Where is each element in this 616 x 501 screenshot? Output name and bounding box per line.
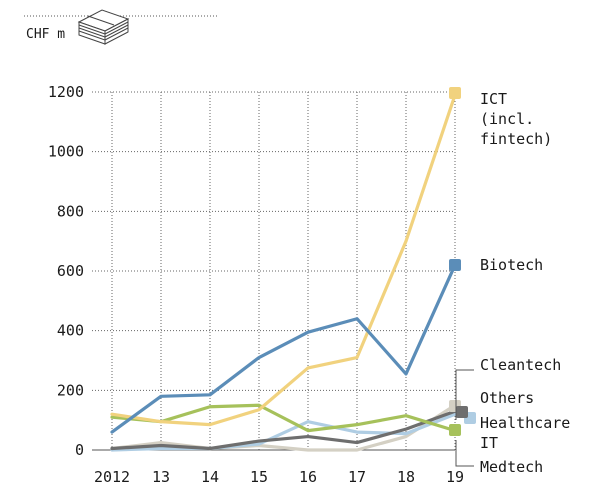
series-label: Others <box>480 389 534 407</box>
stack-of-banknotes-icon <box>77 9 130 45</box>
series-label: Medtech <box>480 458 543 476</box>
series-label-line: (incl. <box>480 110 534 128</box>
series-label: Healthcare IT <box>480 414 570 452</box>
series-label-line: IT <box>480 434 498 452</box>
x-tick-label: 15 <box>250 468 268 486</box>
series-labels: ICT (incl. fintech) Biotech Cleantech Others H… <box>455 90 570 476</box>
x-tick-label: 19 <box>446 468 464 486</box>
series-marker <box>449 259 461 271</box>
x-axis: 2012 13 14 15 16 17 18 19 <box>94 468 464 486</box>
series-label: Cleantech <box>480 356 561 374</box>
x-tick-label: 18 <box>397 468 415 486</box>
y-tick-label: 400 <box>57 322 84 340</box>
leader-line-cleantech <box>455 369 474 420</box>
series-label-line: Others <box>480 389 534 407</box>
x-tick-label: 17 <box>348 468 366 486</box>
y-tick-label: 800 <box>57 202 84 220</box>
y-tick-label: 1000 <box>48 143 84 161</box>
y-tick-label: 0 <box>75 441 84 459</box>
series-label-line: ICT <box>480 90 507 108</box>
series-line <box>110 409 457 451</box>
y-tick-label: 600 <box>57 262 84 280</box>
unit-label: CHF m <box>26 27 65 42</box>
x-tick-label: 2012 <box>94 468 130 486</box>
leader-line-medtech <box>455 440 474 467</box>
series-marker <box>456 406 468 418</box>
x-tick-label: 13 <box>152 468 170 486</box>
series-marker <box>449 424 461 436</box>
series-label: Biotech <box>480 256 543 274</box>
series-line <box>110 93 457 427</box>
series-marker <box>449 87 461 99</box>
y-tick-label: 200 <box>57 381 84 399</box>
y-tick-label: 1200 <box>48 83 84 101</box>
series-label-line: Cleantech <box>480 356 561 374</box>
series-line <box>110 412 457 452</box>
series-line <box>110 403 457 433</box>
x-tick-label: 14 <box>201 468 219 486</box>
series-markers <box>449 87 476 436</box>
series-label-line: fintech) <box>480 130 552 148</box>
series-label: ICT (incl. fintech) <box>480 90 552 148</box>
series-label-line: Biotech <box>480 256 543 274</box>
series-label-line: Healthcare <box>480 414 570 432</box>
series-lines <box>110 93 457 452</box>
series-label-line: Medtech <box>480 458 543 476</box>
series-line <box>110 403 457 452</box>
x-tick-label: 16 <box>299 468 317 486</box>
y-axis: 0 200 400 600 800 1000 1200 <box>48 83 84 459</box>
series-line <box>110 263 457 434</box>
